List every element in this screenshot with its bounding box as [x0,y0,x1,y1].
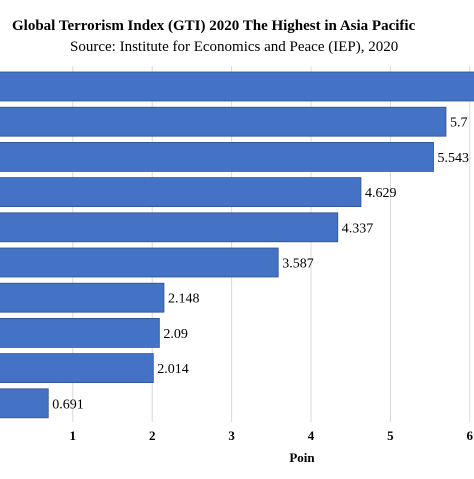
bar [0,282,165,313]
bar-value-label: 5.543 [438,151,470,166]
bar-value-label: 2.014 [157,362,189,377]
bar [0,177,362,208]
x-axis-ticks: 1 2 3 4 5 6 [70,428,474,443]
chart-title: Global Terrorism Index (GTI) 2020 The Hi… [12,18,416,34]
data-labels: 5.7 5.543 4.629 4.337 3.587 2.148 2.09 2.014 0.6… [52,116,469,413]
x-tick-label: 1 [70,428,77,443]
bar [0,71,474,102]
bar-value-label: 3.587 [282,257,314,272]
bar-value-label: 2.09 [163,327,188,342]
x-axis-label: Poin [289,450,315,465]
bars [0,71,474,419]
bar-value-label: 4.337 [342,221,374,236]
x-tick-label: 3 [228,428,235,443]
bar [0,247,279,278]
bar-value-label: 5.7 [450,116,468,131]
x-tick-label: 5 [387,428,394,443]
bar [0,388,49,419]
x-tick-label: 4 [308,428,315,443]
x-tick-label: 6 [467,428,474,443]
bar [0,353,154,384]
x-tick-label: 2 [149,428,156,443]
chart-subtitle: Source: Institute for Economics and Peac… [70,39,398,55]
bar-value-label: 2.148 [168,292,200,307]
bar [0,212,339,243]
bar [0,317,160,348]
bar-value-label: 4.629 [365,186,397,201]
bar-value-label: 0.691 [52,397,83,412]
bar [0,141,434,172]
bar [0,106,447,137]
